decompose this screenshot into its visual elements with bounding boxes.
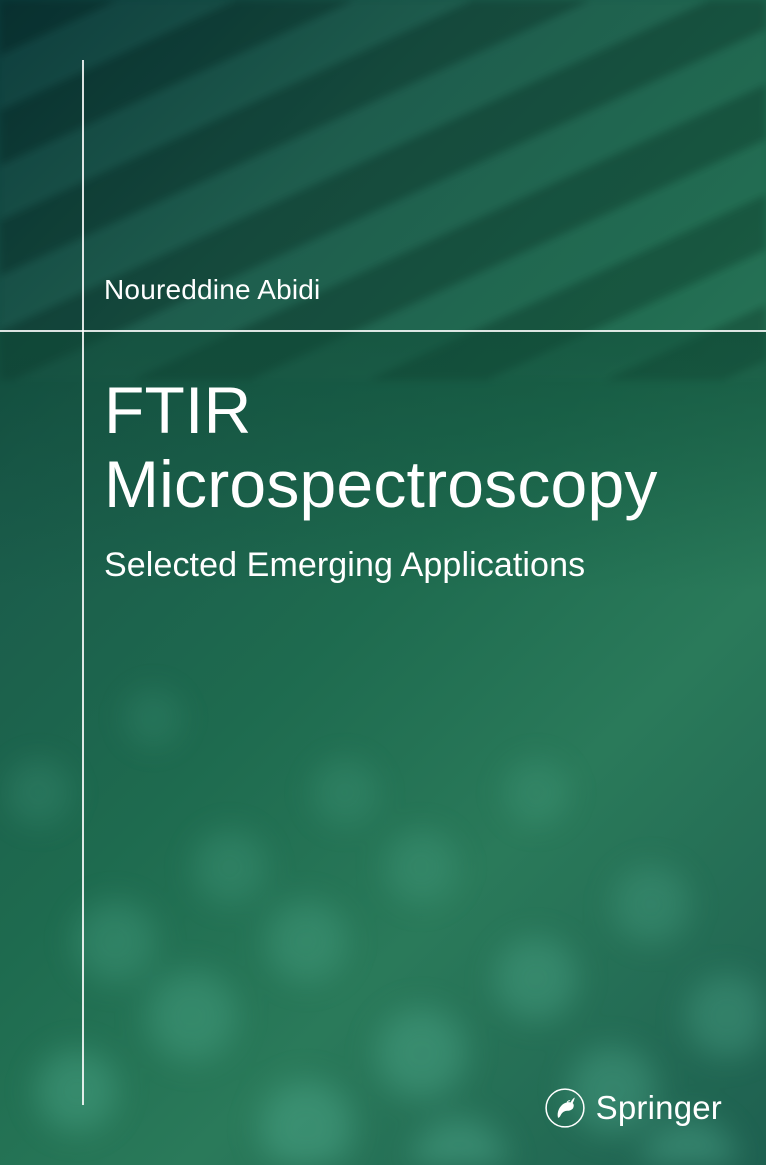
book-title: FTIR Microspectroscopy [104,374,658,522]
background-stripes [0,0,766,380]
vertical-rule [82,60,84,1105]
publisher-name: Springer [596,1089,722,1127]
title-line-2: Microspectroscopy [104,447,658,521]
springer-horse-icon [544,1087,586,1129]
publisher-block: Springer [544,1087,722,1129]
author-name: Noureddine Abidi [104,274,320,306]
title-line-1: FTIR [104,373,251,447]
book-subtitle: Selected Emerging Applications [104,546,585,585]
horizontal-rule [0,330,766,332]
